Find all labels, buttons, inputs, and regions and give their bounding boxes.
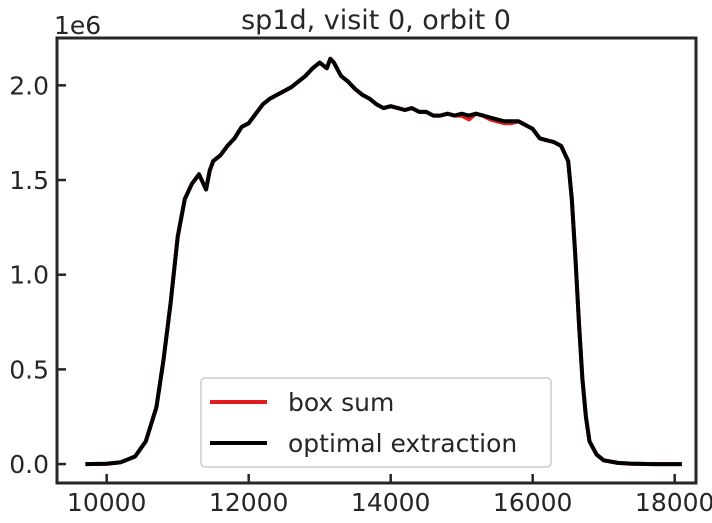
y-tick-label: 1.5 [9,166,49,195]
y-tick-label: 2.0 [9,71,49,100]
legend: box sum optimal extraction [200,377,552,468]
y-tick-label: 0.0 [9,450,49,479]
legend-box [200,377,552,468]
plot-frame [55,36,698,485]
y-tick-label: 1.0 [9,261,49,290]
plot-lines [85,56,682,467]
x-tick-label: 14000 [351,488,431,517]
x-tick-label: 18000 [635,488,712,517]
series-line-optimal-extraction [85,56,682,467]
axis-ticks: 10000 12000 14000 16000 18000 0.0 0.5 1.0 1.5 2.0 [9,71,712,517]
x-tick-label: 12000 [209,488,289,517]
legend-label-optimal-extraction: optimal extraction [288,429,517,458]
x-tick-label: 16000 [493,488,573,517]
legend-label-box-sum: box sum [288,388,394,417]
y-tick-label: 0.5 [9,355,49,384]
x-tick-label: 10000 [67,488,147,517]
chart-title: sp1d, visit 0, orbit 0 [241,5,511,36]
y-offset-label: 1e6 [54,11,101,40]
